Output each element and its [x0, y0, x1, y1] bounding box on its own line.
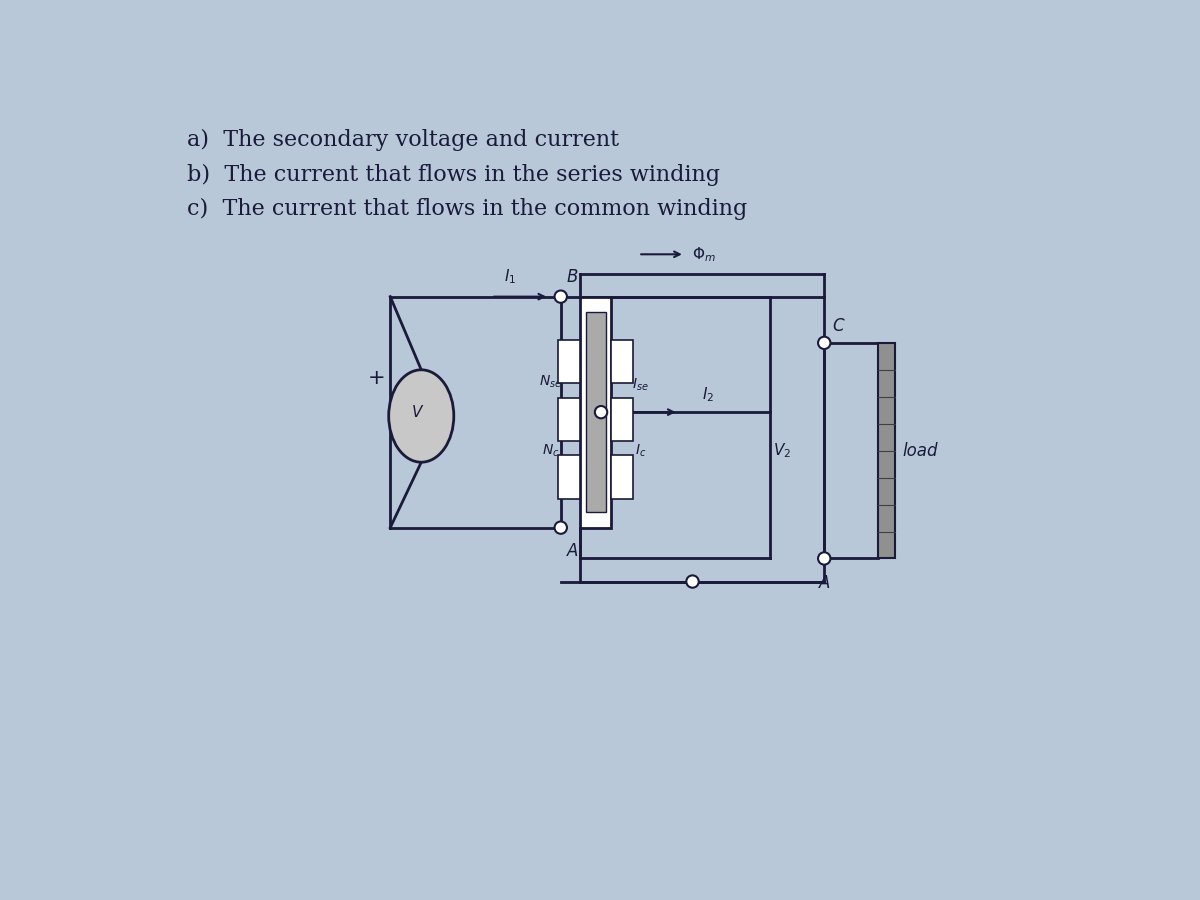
Text: $V$: $V$ — [410, 404, 424, 420]
Text: $N_{se}$: $N_{se}$ — [539, 374, 562, 390]
Bar — [611, 398, 632, 441]
Circle shape — [818, 337, 830, 349]
Ellipse shape — [389, 370, 454, 463]
Text: $V_{1}$: $V_{1}$ — [424, 392, 442, 410]
Text: C: C — [832, 317, 844, 335]
Text: $I_{1}$: $I_{1}$ — [504, 267, 516, 286]
Text: $V_2$: $V_2$ — [773, 441, 791, 460]
Bar — [586, 312, 606, 512]
Text: c)  The current that flows in the common winding: c) The current that flows in the common … — [187, 198, 748, 220]
Circle shape — [554, 291, 566, 302]
Circle shape — [554, 521, 566, 534]
Text: $I_{2}$: $I_{2}$ — [702, 386, 714, 404]
Text: $N_c$: $N_c$ — [542, 443, 559, 459]
Text: $I_c$: $I_c$ — [635, 443, 647, 459]
Text: $\Phi_m$: $\Phi_m$ — [692, 245, 716, 264]
Text: A: A — [566, 542, 578, 560]
Circle shape — [818, 553, 830, 564]
Bar — [558, 340, 580, 383]
Bar — [877, 343, 895, 558]
Text: A: A — [818, 574, 830, 592]
Bar — [580, 297, 611, 527]
Bar — [558, 455, 580, 499]
Bar — [558, 398, 580, 441]
Text: load: load — [902, 442, 938, 460]
Text: $I_{se}$: $I_{se}$ — [632, 377, 649, 393]
Text: +: + — [367, 367, 385, 388]
Bar — [611, 455, 632, 499]
Circle shape — [595, 406, 607, 419]
Text: a)  The secondary voltage and current: a) The secondary voltage and current — [187, 129, 619, 151]
Circle shape — [686, 575, 698, 588]
Text: B: B — [566, 268, 578, 286]
Bar — [611, 340, 632, 383]
Text: b)  The current that flows in the series winding: b) The current that flows in the series … — [187, 164, 720, 185]
